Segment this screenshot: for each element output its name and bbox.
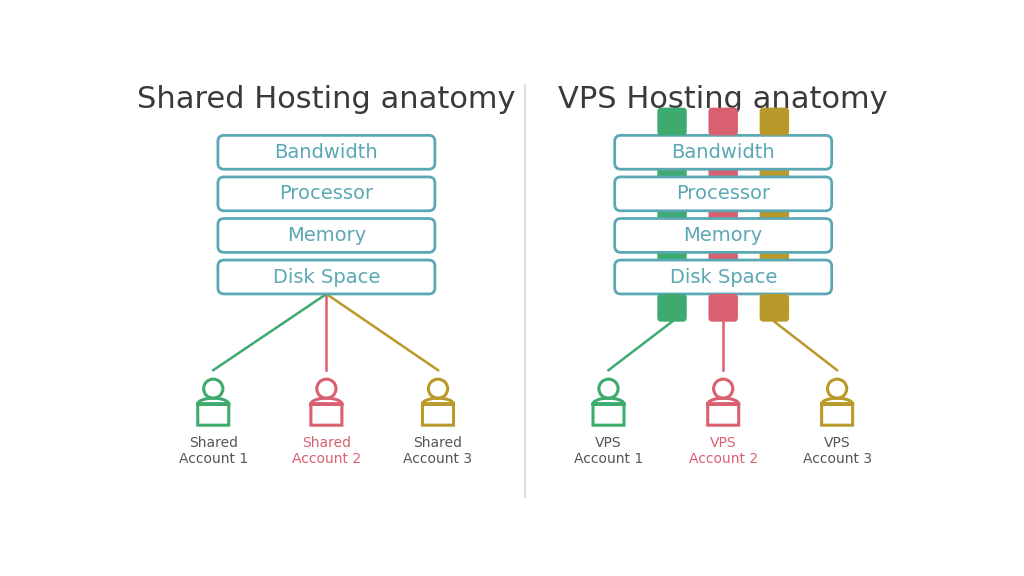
Text: Processor: Processor [280,184,374,203]
Text: Shared
Account 3: Shared Account 3 [403,435,472,466]
FancyBboxPatch shape [614,177,831,211]
FancyBboxPatch shape [657,294,687,321]
FancyBboxPatch shape [760,167,790,179]
FancyBboxPatch shape [657,209,687,221]
FancyBboxPatch shape [709,209,738,221]
Text: Shared
Account 1: Shared Account 1 [178,435,248,466]
Text: Memory: Memory [684,226,763,245]
FancyBboxPatch shape [657,251,687,262]
Text: VPS
Account 2: VPS Account 2 [688,435,758,466]
FancyBboxPatch shape [657,167,687,179]
Text: VPS
Account 1: VPS Account 1 [573,435,643,466]
FancyBboxPatch shape [709,294,738,321]
FancyBboxPatch shape [614,135,831,169]
Text: Bandwidth: Bandwidth [274,143,378,162]
Text: Disk Space: Disk Space [272,267,380,286]
Text: Shared
Account 2: Shared Account 2 [292,435,361,466]
FancyBboxPatch shape [760,108,790,135]
FancyBboxPatch shape [760,209,790,221]
FancyBboxPatch shape [760,251,790,262]
FancyBboxPatch shape [218,260,435,294]
FancyBboxPatch shape [614,260,831,294]
FancyBboxPatch shape [614,218,831,252]
Text: Bandwidth: Bandwidth [672,143,775,162]
FancyBboxPatch shape [218,177,435,211]
FancyBboxPatch shape [709,108,738,135]
FancyBboxPatch shape [657,108,687,135]
FancyBboxPatch shape [760,294,790,321]
FancyBboxPatch shape [709,167,738,179]
Text: Shared Hosting anatomy: Shared Hosting anatomy [137,85,516,114]
FancyBboxPatch shape [218,135,435,169]
Text: VPS Hosting anatomy: VPS Hosting anatomy [558,85,888,114]
Text: VPS
Account 3: VPS Account 3 [803,435,871,466]
Text: Disk Space: Disk Space [670,267,777,286]
Text: Memory: Memory [287,226,366,245]
Text: Processor: Processor [676,184,770,203]
FancyBboxPatch shape [218,218,435,252]
FancyBboxPatch shape [709,251,738,262]
